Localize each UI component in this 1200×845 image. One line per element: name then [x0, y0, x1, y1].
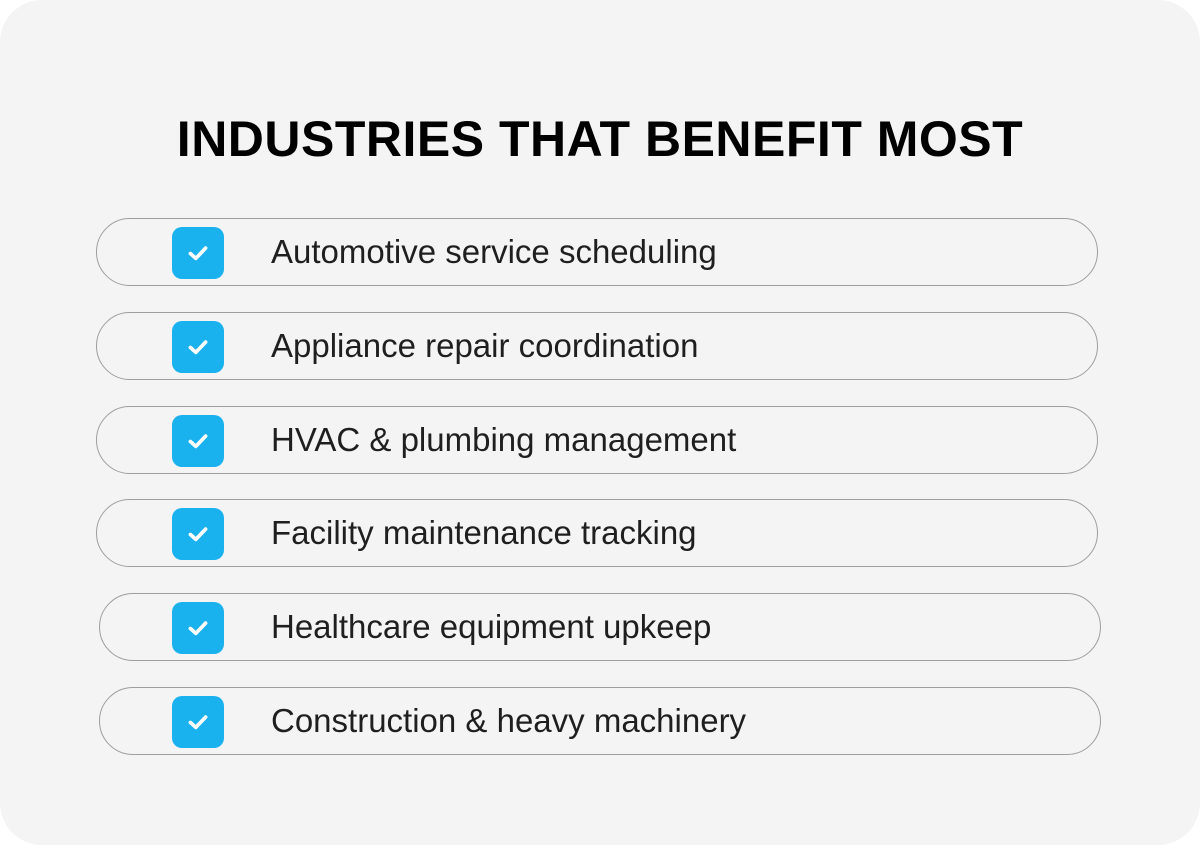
list-item-label: Appliance repair coordination	[271, 327, 699, 364]
checkbox-checked-icon	[172, 696, 224, 748]
checkbox-checked-icon	[172, 227, 224, 279]
list-item: Facility maintenance tracking	[96, 499, 1098, 567]
list-item-label: Healthcare equipment upkeep	[271, 608, 712, 645]
list-item: Appliance repair coordination	[96, 312, 1098, 380]
checkbox-checked-icon	[172, 415, 224, 467]
checkbox-checked-icon	[172, 602, 224, 654]
list-item: Construction & heavy machinery	[99, 687, 1101, 755]
list-item-label: Automotive service scheduling	[271, 233, 717, 270]
checkbox-checked-icon	[172, 508, 224, 560]
list-item-label: Facility maintenance tracking	[271, 514, 697, 551]
list-item: HVAC & plumbing management	[96, 406, 1098, 474]
list-item-label: HVAC & plumbing management	[271, 421, 737, 458]
list-item: Automotive service scheduling	[96, 218, 1098, 286]
checkbox-checked-icon	[172, 321, 224, 373]
page-title: INDUSTRIES THAT BENEFIT MOST	[176, 111, 1024, 167]
list-item: Healthcare equipment upkeep	[99, 593, 1101, 661]
list-item-label: Construction & heavy machinery	[271, 702, 747, 739]
